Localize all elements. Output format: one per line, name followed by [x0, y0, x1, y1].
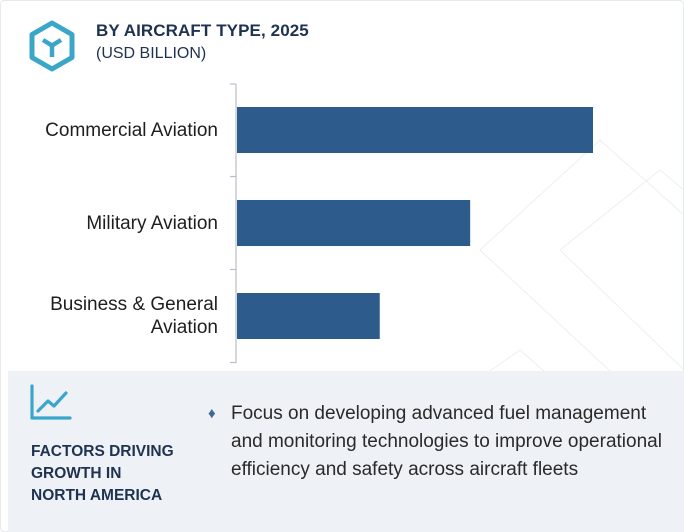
factors-panel: [8, 371, 684, 532]
factors-heading: FACTORS DRIVING GROWTH IN NORTH AMERICA: [31, 443, 174, 504]
bar-commercial-aviation: [237, 107, 593, 153]
hexagon-cube-logo-icon: [29, 20, 75, 72]
bar-business-general-aviation: [237, 293, 380, 339]
factor-text: Focus on developing advanced fuel manage…: [231, 403, 662, 480]
bar-chart: [230, 83, 593, 364]
bar-military-aviation: [237, 200, 471, 246]
chart-title: BY AIRCRAFT TYPE, 2025: [96, 21, 309, 40]
chart-subtitle: (USD BILLION): [96, 45, 207, 62]
trend-line-chart-icon: [30, 384, 72, 420]
category-label: Business & General Aviation: [50, 294, 218, 338]
diamond-bullet-icon: ♦: [208, 405, 216, 422]
category-label: Military Aviation: [86, 212, 218, 234]
category-label: Commercial Aviation: [45, 119, 218, 141]
